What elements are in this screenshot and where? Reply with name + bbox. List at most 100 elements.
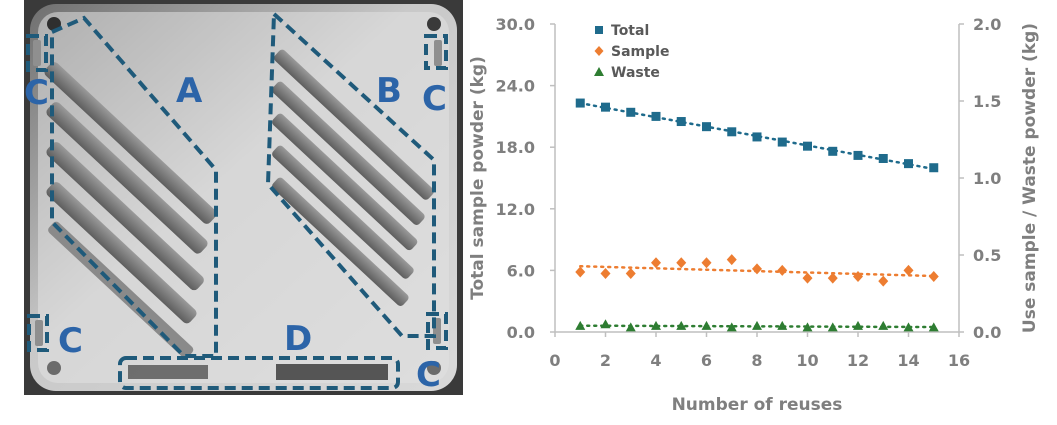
specimen-c: [434, 40, 442, 66]
point-total: [601, 102, 610, 112]
y-right-tick-label: 0.5: [973, 246, 1001, 265]
region-label-b: B: [376, 71, 402, 111]
plate-surface: [38, 12, 449, 383]
point-total: [803, 141, 812, 151]
point-sample: [625, 267, 636, 279]
y-left-tick-label: 24.0: [496, 77, 535, 96]
region-label-a: A: [176, 71, 203, 111]
y-right-tick-label: 0.0: [973, 323, 1001, 342]
point-waste: [726, 322, 737, 332]
point-total: [929, 163, 939, 173]
y-left-tick-label: 12.0: [496, 200, 535, 219]
x-tick-label: 10: [796, 351, 818, 370]
x-tick-label: 8: [751, 351, 762, 370]
reuse-chart: 0 2 4 6 8 10 12 14 16 0.0 6.0 12.0 18.0 24.0 30.0 0.0 0.…: [463, 0, 1057, 421]
point-waste: [575, 320, 586, 330]
y-axis-right-title: Use sample / Waste powder (kg): [1020, 23, 1040, 333]
point-waste: [651, 320, 661, 330]
x-axis-title: Number of reuses: [672, 395, 843, 415]
region-outlines: [26, 9, 448, 390]
point-total: [752, 132, 762, 142]
point-waste: [701, 320, 712, 330]
legend-label-total: Total: [611, 23, 649, 39]
region-label-c-top-left: C: [24, 73, 49, 113]
x-tick-label: 2: [600, 351, 611, 370]
region-b-outline: [265, 9, 436, 338]
tensile-bar: [46, 182, 197, 324]
point-total: [651, 111, 661, 121]
region-a-outline: [50, 15, 218, 358]
x-tick-label: 12: [847, 351, 869, 370]
point-sample: [878, 275, 889, 287]
point-total: [676, 117, 686, 127]
legend-label-waste: Waste: [611, 65, 660, 81]
point-waste: [878, 320, 889, 330]
y-left-tick-label: 6.0: [507, 261, 535, 280]
x-tick-label: 14: [897, 351, 919, 370]
specimen-c: [35, 320, 43, 346]
point-sample: [701, 257, 712, 269]
region-labels: A B C C C C D: [24, 71, 447, 395]
point-sample: [827, 272, 838, 284]
point-waste: [802, 322, 813, 332]
chart-axes: [550, 23, 964, 337]
legend-label-sample: Sample: [611, 44, 669, 60]
tensile-bar: [272, 145, 414, 279]
point-sample: [752, 263, 762, 275]
point-sample: [928, 271, 939, 283]
point-sample: [853, 271, 863, 283]
point-total: [626, 107, 636, 117]
region-d-outline: [118, 356, 400, 390]
point-total: [878, 153, 888, 163]
point-sample: [600, 267, 611, 279]
point-sample: [903, 264, 914, 276]
y-right-tick-label: 1.0: [973, 169, 1001, 188]
x-tick-label: 4: [650, 351, 661, 370]
point-waste: [853, 320, 863, 330]
point-total: [904, 159, 913, 169]
tick-labels: 0 2 4 6 8 10 12 14 160.06.012.018.024.030.00.00.…: [496, 15, 1002, 370]
tensile-bar: [272, 113, 418, 251]
point-waste: [600, 319, 611, 329]
y-left-tick-label: 30.0: [496, 15, 535, 34]
tensile-bar: [274, 49, 434, 200]
lattice-specimen: [128, 365, 208, 379]
corner-hole: [427, 361, 441, 375]
legend-marker-sample: [594, 46, 604, 56]
lattice-specimen: [276, 364, 388, 380]
point-total: [702, 122, 711, 132]
reuse-chart-svg: 0 2 4 6 8 10 12 14 160.06.012.018.024.030.00.00.…: [468, 15, 1040, 415]
point-sample: [777, 264, 788, 276]
tensile-bar: [272, 81, 425, 225]
region-c-outline-bottom-right: [426, 312, 448, 350]
point-total: [828, 146, 838, 156]
legend-marker-waste: [594, 67, 604, 76]
corner-hole: [427, 17, 441, 31]
x-tick-label: 6: [701, 351, 712, 370]
corner-hole: [47, 361, 61, 375]
point-waste: [676, 320, 687, 330]
legend-marker-total: [595, 26, 603, 34]
point-sample: [726, 254, 737, 266]
region-label-d: D: [284, 319, 312, 359]
point-total: [777, 137, 787, 147]
y-left-tick-label: 0.0: [507, 323, 535, 342]
y-right-tick-label: 1.5: [973, 92, 1001, 111]
data-marks: [575, 98, 939, 332]
specimen-c: [33, 40, 41, 66]
point-total: [853, 150, 863, 160]
x-tick-label: 0: [549, 351, 560, 370]
point-waste: [827, 322, 838, 332]
build-plate-figure: A B C C C C D: [24, 0, 463, 395]
region-c-outline-bottom-left: [27, 314, 49, 352]
point-waste: [625, 322, 636, 332]
tensile-bars-group-b: [272, 49, 434, 306]
point-sample: [802, 272, 813, 284]
region-c-outline-top-right: [424, 34, 448, 70]
tensile-bar: [46, 142, 204, 291]
region-label-c-bottom-left: C: [58, 321, 83, 361]
y-axis-left-title: Total sample powder (kg): [468, 56, 488, 300]
region-label-c-top-right: C: [422, 79, 447, 119]
point-sample: [651, 257, 661, 269]
tensile-bar: [46, 102, 208, 254]
